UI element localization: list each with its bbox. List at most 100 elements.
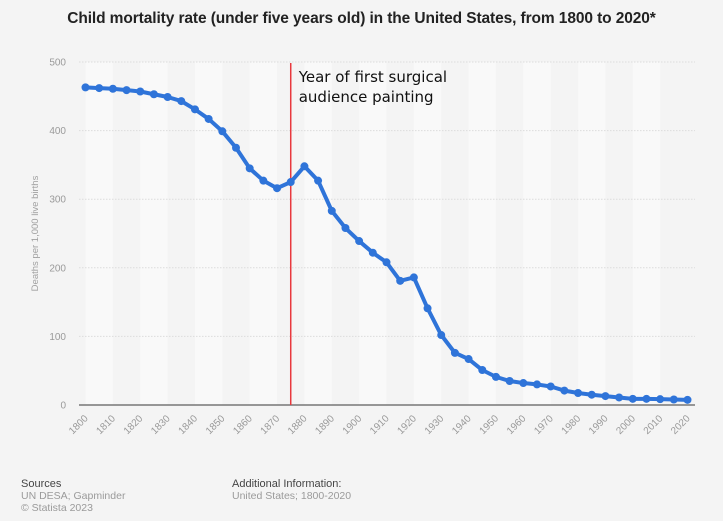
x-tick-label: 1830 xyxy=(149,413,173,437)
x-tick-label: 1900 xyxy=(341,413,365,437)
data-point xyxy=(136,87,145,96)
data-point xyxy=(450,348,459,357)
chart-title: Child mortality rate (under five years o… xyxy=(67,10,656,27)
data-point xyxy=(300,162,309,171)
y-tick-label: 300 xyxy=(49,195,66,206)
data-point xyxy=(601,392,610,401)
y-tick-label: 100 xyxy=(49,332,66,343)
y-tick-label: 400 xyxy=(49,126,66,137)
x-tick-label: 2020 xyxy=(669,413,693,437)
data-point xyxy=(190,105,199,114)
data-point xyxy=(491,372,500,381)
y-tick-label: 500 xyxy=(49,58,66,69)
band xyxy=(523,62,551,405)
background-bands xyxy=(85,62,661,405)
band xyxy=(140,62,168,405)
copyright-text: © Statista 2023 xyxy=(21,502,93,514)
data-point xyxy=(163,92,172,101)
data-point xyxy=(505,376,514,385)
data-point xyxy=(546,382,555,391)
data-point xyxy=(259,176,268,185)
x-tick-label: 1860 xyxy=(231,413,255,437)
x-tick-label: 1820 xyxy=(122,413,146,437)
x-tick-label: 1990 xyxy=(587,413,611,437)
y-axis-ticks: 0 100 200 300 400 500 xyxy=(49,58,66,412)
x-tick-label: 2000 xyxy=(614,413,638,437)
data-point xyxy=(642,394,651,403)
band xyxy=(413,62,442,405)
data-point xyxy=(108,84,117,93)
x-tick-label: 1940 xyxy=(450,413,474,437)
data-point xyxy=(232,143,240,152)
x-axis-ticks: 1800 1810 1820 1830 1840 1850 1860 1870 1880 1890… xyxy=(67,413,693,437)
x-tick-label: 1850 xyxy=(204,413,228,437)
data-point xyxy=(341,224,350,233)
band xyxy=(249,62,278,405)
y-tick-label: 0 xyxy=(60,401,66,412)
data-point xyxy=(423,304,432,313)
data-point xyxy=(286,178,295,187)
data-point xyxy=(464,355,473,364)
data-point xyxy=(628,394,637,403)
data-point xyxy=(437,331,446,340)
data-point xyxy=(204,114,213,123)
x-tick-label: 2010 xyxy=(642,413,666,437)
x-tick-label: 1960 xyxy=(505,413,529,437)
additional-info-block: Additional Information: United States; 1… xyxy=(232,478,351,502)
band xyxy=(468,62,496,405)
x-tick-label: 1930 xyxy=(423,413,447,437)
data-point xyxy=(314,176,323,185)
data-point xyxy=(574,388,583,397)
data-point xyxy=(478,366,487,375)
sources-heading: Sources xyxy=(21,478,62,490)
additional-info-heading: Additional Information: xyxy=(232,478,342,490)
data-point xyxy=(409,273,418,282)
data-point xyxy=(177,97,186,106)
data-point xyxy=(656,395,665,404)
data-point xyxy=(273,184,282,193)
y-axis-label: Deaths per 1,000 live births xyxy=(30,175,41,291)
y-tick-label: 200 xyxy=(49,263,66,274)
data-point xyxy=(327,206,336,215)
data-point xyxy=(533,380,541,389)
data-point xyxy=(615,393,624,402)
x-tick-label: 1840 xyxy=(177,413,201,437)
band xyxy=(632,62,661,405)
sources-block: Sources UN DESA; Gapminder © Statista 20… xyxy=(21,478,125,514)
data-point xyxy=(355,237,364,246)
gridlines xyxy=(79,61,695,337)
x-tick-label: 1800 xyxy=(67,413,91,437)
series-group xyxy=(81,83,692,404)
additional-info-text: United States; 1800-2020 xyxy=(232,490,352,502)
data-point xyxy=(149,90,158,99)
band xyxy=(359,62,387,405)
x-tick-label: 1880 xyxy=(286,413,310,437)
sources-text: UN DESA; Gapminder xyxy=(21,490,126,502)
band xyxy=(85,62,113,405)
x-tick-label: 1810 xyxy=(94,413,118,437)
data-point xyxy=(519,379,528,388)
annotation-text: audience painting xyxy=(299,88,434,106)
data-point xyxy=(245,164,254,173)
data-point xyxy=(368,248,377,257)
band xyxy=(304,62,332,405)
x-tick-label: 1950 xyxy=(478,413,502,437)
data-point xyxy=(669,395,678,404)
x-tick-label: 1980 xyxy=(560,413,584,437)
data-point xyxy=(218,127,227,136)
annotation-text: Year of first surgical xyxy=(298,68,447,86)
x-tick-label: 1870 xyxy=(259,413,283,437)
band xyxy=(578,62,606,405)
data-point xyxy=(560,386,569,395)
x-tick-label: 1920 xyxy=(395,413,419,437)
data-point xyxy=(81,83,90,92)
data-point xyxy=(587,390,596,399)
data-point xyxy=(396,276,405,285)
data-point xyxy=(122,86,131,95)
data-point xyxy=(95,84,104,93)
x-tick-label: 1970 xyxy=(532,413,556,437)
data-point xyxy=(382,258,391,267)
data-point xyxy=(683,395,692,404)
annotation-group: Year of first surgical audience painting xyxy=(289,63,447,405)
